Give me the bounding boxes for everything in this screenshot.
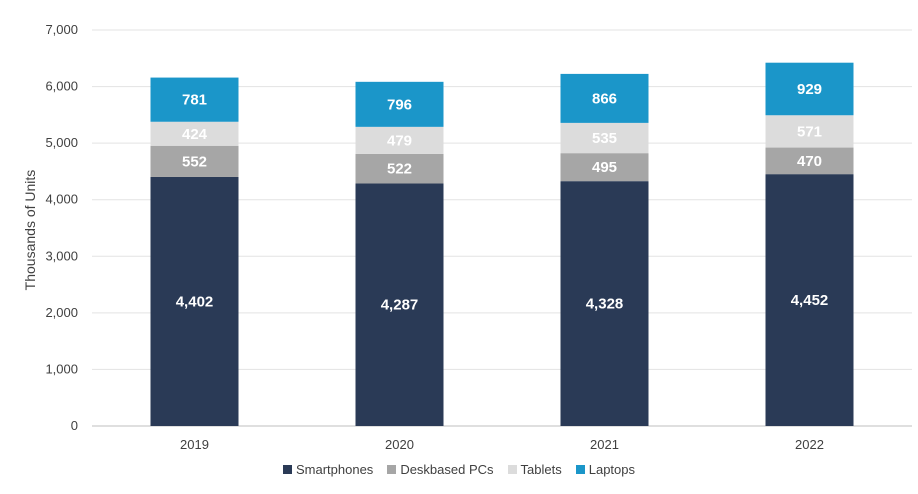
bar-segment-tablets-2019 — [150, 121, 239, 146]
x-tick-label: 2020 — [385, 437, 414, 452]
data-label: 424 — [182, 126, 208, 143]
data-label: 4,452 — [791, 292, 829, 309]
bar-segment-deskbased-pcs-2019 — [150, 145, 239, 177]
bars: 4,402 552 424 781 4,287 522 479 796 4,328 495 535 8… — [150, 62, 854, 426]
y-tick-label: 7,000 — [45, 22, 78, 37]
bar-segment-deskbased-pcs-2022 — [765, 147, 854, 175]
bar-segment-smartphones-2020 — [355, 183, 444, 426]
legend-label: Laptops — [588, 462, 635, 477]
y-tick-label: 0 — [71, 418, 78, 433]
y-tick-label: 2,000 — [45, 305, 78, 320]
bar-segment-laptops-2019 — [150, 77, 239, 122]
bar-segment-smartphones-2019 — [150, 176, 239, 426]
data-label: 495 — [592, 159, 617, 176]
bar-segment-tablets-2020 — [355, 126, 444, 154]
data-label: 571 — [797, 123, 822, 140]
legend-label: Deskbased PCs — [400, 462, 494, 477]
legend-swatch — [507, 465, 517, 474]
data-label: 4,402 — [176, 293, 214, 310]
bar-segment-smartphones-2022 — [765, 174, 854, 426]
data-label: 929 — [797, 81, 822, 98]
data-label: 4,328 — [586, 296, 624, 313]
legend-item: Laptops — [575, 462, 635, 477]
legend-swatch — [575, 465, 585, 474]
bar-segment-deskbased-pcs-2020 — [355, 153, 444, 184]
legend-label: Tablets — [520, 462, 562, 477]
data-label: 522 — [387, 161, 412, 178]
legend-item: Tablets — [507, 462, 562, 477]
data-label: 781 — [182, 92, 207, 109]
bar-segment-tablets-2022 — [765, 115, 854, 148]
data-label: 535 — [592, 130, 617, 147]
data-label: 4,287 — [381, 297, 419, 314]
data-label: 866 — [592, 90, 617, 107]
y-axis: 0 1,000 2,000 3,000 4,000 5,000 6,000 7,000 — [45, 22, 78, 433]
y-tick-label: 6,000 — [45, 79, 78, 94]
y-tick-label: 1,000 — [45, 361, 78, 376]
data-label: 552 — [182, 153, 207, 170]
legend-item: Deskbased PCs — [387, 462, 494, 477]
data-label: 479 — [387, 132, 412, 149]
legend-label: Smartphones — [295, 462, 374, 477]
bar-segment-tablets-2021 — [560, 122, 649, 154]
legend-item: Smartphones — [282, 462, 374, 477]
legend: Smartphones Deskbased PCs Tablets Laptops — [0, 462, 918, 477]
x-tick-label: 2019 — [180, 437, 209, 452]
bar-segment-laptops-2020 — [355, 81, 444, 127]
x-tick-label: 2022 — [795, 437, 824, 452]
y-axis-label: Thousands of Units — [22, 170, 38, 291]
x-tick-label: 2021 — [590, 437, 619, 452]
legend-swatch — [387, 465, 397, 474]
x-axis: 2019 2020 2021 2022 — [180, 437, 824, 452]
y-tick-label: 5,000 — [45, 135, 78, 150]
data-label: 470 — [797, 153, 822, 170]
data-label: 796 — [387, 96, 412, 113]
y-tick-label: 3,000 — [45, 248, 78, 263]
legend-swatch — [282, 465, 292, 474]
y-tick-label: 4,000 — [45, 192, 78, 207]
bar-segment-smartphones-2021 — [560, 181, 649, 426]
bar-segment-laptops-2021 — [560, 73, 649, 123]
bar-segment-laptops-2022 — [765, 62, 854, 116]
bar-segment-deskbased-pcs-2021 — [560, 153, 649, 182]
